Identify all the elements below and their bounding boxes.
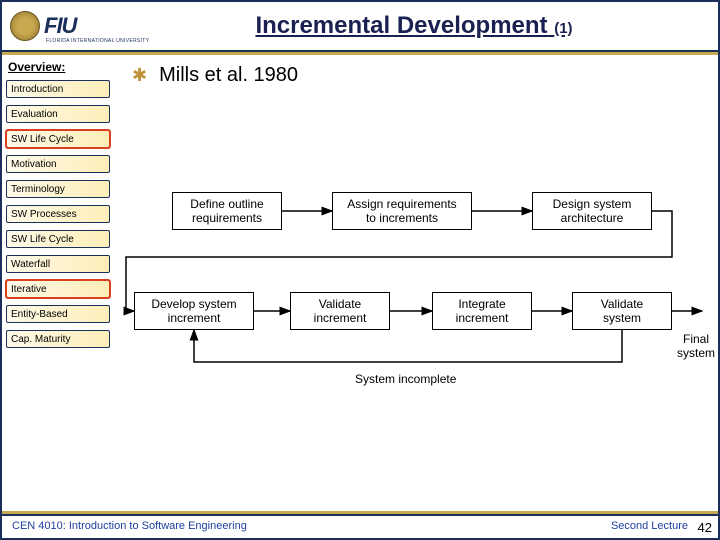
sidebar-item-2[interactable]: SW Life Cycle <box>6 130 110 148</box>
gold-divider <box>2 52 718 55</box>
bullet-star-icon: ✱ <box>132 65 147 86</box>
sidebar-item-1[interactable]: Evaluation <box>6 105 110 123</box>
logo-text: FIU <box>44 13 76 39</box>
logo-subtitle: FLORIDA INTERNATIONAL UNIVERSITY <box>46 38 149 44</box>
sidebar-item-9[interactable]: Entity-Based <box>6 305 110 323</box>
sidebar-item-10[interactable]: Cap. Maturity <box>6 330 110 348</box>
fiu-logo: FIU FLORIDA INTERNATIONAL UNIVERSITY <box>10 6 110 46</box>
flow-box-n1: Define outlinerequirements <box>172 192 282 230</box>
sidebar-item-8[interactable]: Iterative <box>6 280 110 298</box>
flow-box-n2: Assign requirementsto increments <box>332 192 472 230</box>
page-number: 42 <box>698 520 712 535</box>
flowchart: Define outlinerequirements Assign require… <box>122 162 712 422</box>
sidebar: Overview: Introduction Evaluation SW Life … <box>6 60 116 355</box>
footer-right: Second Lecture <box>611 520 688 532</box>
sidebar-item-7[interactable]: Waterfall <box>6 255 110 273</box>
flow-box-n5: Validateincrement <box>290 292 390 330</box>
bullet-text: Mills et al. 1980 <box>159 64 298 87</box>
footer-left: CEN 4010: Introduction to Software Engin… <box>12 520 611 532</box>
footer-bar: CEN 4010: Introduction to Software Engin… <box>2 514 718 536</box>
title-main: Incremental Development <box>255 12 547 39</box>
logo-seal-icon <box>10 11 40 41</box>
flow-box-n4: Develop systemincrement <box>134 292 254 330</box>
gold-divider-bottom <box>2 511 718 514</box>
flow-label-final: Finalsystem <box>677 332 715 361</box>
title-suffix: (1) <box>554 20 572 37</box>
header-bar: FIU FLORIDA INTERNATIONAL UNIVERSITY Inc… <box>2 2 718 52</box>
bullet-line: ✱ Mills et al. 1980 <box>132 64 708 87</box>
sidebar-item-5[interactable]: SW Processes <box>6 205 110 223</box>
sidebar-item-6[interactable]: SW Life Cycle <box>6 230 110 248</box>
flow-box-n6: Integrateincrement <box>432 292 532 330</box>
sidebar-item-0[interactable]: Introduction <box>6 80 110 98</box>
sidebar-item-3[interactable]: Motivation <box>6 155 110 173</box>
flow-box-n3: Design systemarchitecture <box>532 192 652 230</box>
flow-box-n7: Validatesystem <box>572 292 672 330</box>
flow-label-incomplete: System incomplete <box>355 372 456 386</box>
sidebar-item-4[interactable]: Terminology <box>6 180 110 198</box>
sidebar-heading: Overview: <box>8 60 116 74</box>
slide-frame: FIU FLORIDA INTERNATIONAL UNIVERSITY Inc… <box>0 0 720 540</box>
page-title: Incremental Development (1) <box>110 12 718 40</box>
